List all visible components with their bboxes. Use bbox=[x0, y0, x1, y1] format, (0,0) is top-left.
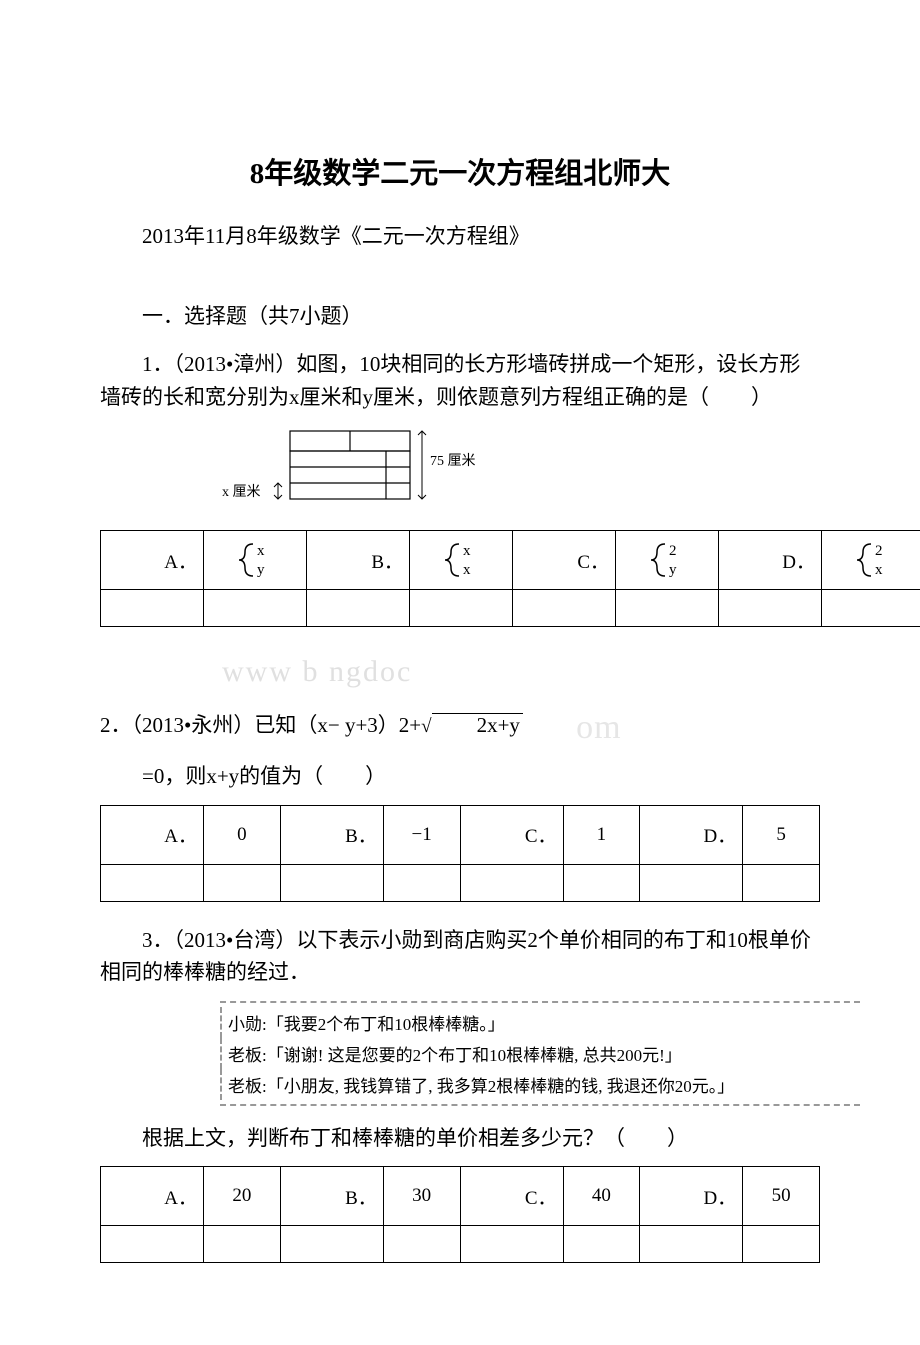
q2-opt-c-val: 1 bbox=[563, 805, 640, 864]
q1-figure: x 厘米 75 厘米 bbox=[220, 425, 820, 516]
q1-opt-b-val: xx bbox=[410, 531, 513, 590]
q3-opt-c-letter: C． bbox=[460, 1167, 563, 1226]
q3-opt-c-val: 40 bbox=[563, 1167, 640, 1226]
q2-opt-d-letter: D． bbox=[640, 805, 743, 864]
dialog-line: 老板:「小朋友, 我钱算错了, 我多算2根棒棒糖的钱, 我退还你20元。」 bbox=[220, 1069, 860, 1100]
svg-text:x: x bbox=[875, 562, 883, 578]
watermark-right: om bbox=[534, 702, 621, 755]
q3-text: 3．（2013•台湾）以下表示小勋到商店购买2个单价相同的布丁和10根单价相同的… bbox=[100, 924, 820, 989]
q1-opt-c-letter: C． bbox=[513, 531, 616, 590]
q3-opt-a-letter: A． bbox=[101, 1167, 204, 1226]
q2-opt-a-letter: A． bbox=[101, 805, 204, 864]
page-title: 8年级数学二元一次方程组北师大 bbox=[100, 150, 820, 192]
q1-text: 1．（2013•漳州）如图，10块相同的长方形墙砖拼成一个矩形，设长方形墙砖的长… bbox=[100, 348, 820, 413]
q1-opt-d-val: 2x bbox=[822, 531, 920, 590]
q3-dialog: 小勋:「我要2个布丁和10根棒棒糖。」 老板:「谢谢! 这是您要的2个布丁和10… bbox=[220, 1001, 860, 1106]
q2-opt-a-val: 0 bbox=[204, 805, 281, 864]
fig-label-x: x 厘米 bbox=[222, 484, 261, 500]
svg-text:y: y bbox=[257, 562, 265, 578]
q3-opt-b-val: 30 bbox=[383, 1167, 460, 1226]
q3-options-table: A． 20 B． 30 C． 40 D． 50 bbox=[100, 1166, 820, 1263]
q3-follow: 根据上文，判断布丁和棒棒糖的单价相差多少元？（ ） bbox=[100, 1122, 820, 1155]
q3-opt-a-val: 20 bbox=[204, 1167, 281, 1226]
q1-opt-b-letter: B． bbox=[307, 531, 410, 590]
q2-opt-d-val: 5 bbox=[743, 805, 820, 864]
q2-options-table: A． 0 B． −1 C． 1 D． 5 bbox=[100, 805, 820, 902]
q2-text-b: =0，则x+y的值为（ ） bbox=[100, 760, 820, 793]
q2-opt-b-val: −1 bbox=[383, 805, 460, 864]
q3-opt-d-val: 50 bbox=[743, 1167, 820, 1226]
q2-text-a: www b ngdoc 2．（2013•永州）已知（x− y+3）2+√2x+y… bbox=[100, 649, 820, 748]
document-page: 8年级数学二元一次方程组北师大 2013年11月8年级数学《二元一次方程组》 一… bbox=[0, 0, 920, 1345]
q2-opt-c-letter: C． bbox=[460, 805, 563, 864]
q1-opt-d-letter: D． bbox=[719, 531, 822, 590]
watermark-left: www b ngdoc bbox=[222, 655, 412, 688]
svg-text:x: x bbox=[257, 543, 265, 559]
q3-opt-b-letter: B． bbox=[280, 1167, 383, 1226]
q3-opt-d-letter: D． bbox=[640, 1167, 743, 1226]
dialog-line: 老板:「谢谢! 这是您要的2个布丁和10根棒棒糖, 总共200元!」 bbox=[220, 1038, 860, 1069]
svg-text:x: x bbox=[463, 562, 471, 578]
svg-text:2: 2 bbox=[669, 543, 677, 559]
q2-opt-b-letter: B． bbox=[280, 805, 383, 864]
q1-opt-c-val: 2y bbox=[616, 531, 719, 590]
svg-text:x: x bbox=[463, 543, 471, 559]
sqrt-expr: 2x+y bbox=[432, 713, 523, 737]
svg-text:2: 2 bbox=[875, 543, 883, 559]
q1-opt-a-letter: A． bbox=[101, 531, 204, 590]
subtitle: 2013年11月8年级数学《二元一次方程组》 bbox=[100, 220, 820, 250]
fig-label-75: 75 厘米 bbox=[430, 453, 476, 469]
svg-text:y: y bbox=[669, 562, 677, 578]
section-heading: 一．选择题（共7小题） bbox=[100, 300, 820, 330]
q1-options-table: A． xy B． xx C． 2y D． 2x bbox=[100, 530, 920, 627]
q1-opt-a-val: xy bbox=[204, 531, 307, 590]
dialog-line: 小勋:「我要2个布丁和10根棒棒糖。」 bbox=[220, 1007, 860, 1038]
